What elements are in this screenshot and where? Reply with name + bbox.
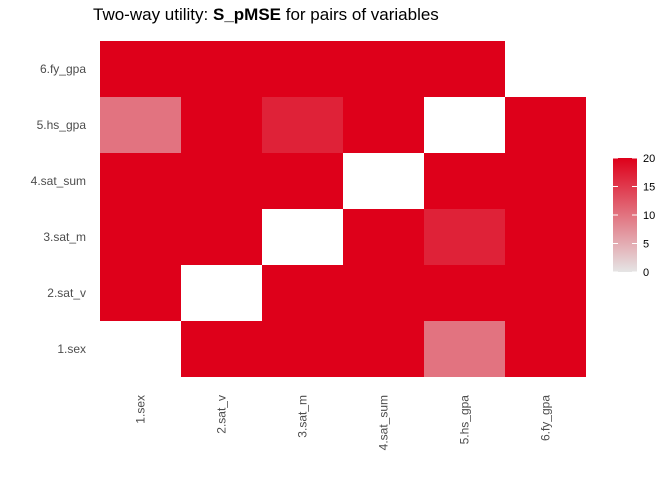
heatmap-cell-5.hs_gpa-6.fy_gpa — [424, 41, 505, 97]
y-axis-ticks: 1.sex 2.sat_v 3.sat_m 4.sat_sum 5.hs_gpa 6.fy… — [31, 62, 87, 356]
x-axis-ticks: 1.sex 2.sat_v 3.sat_m 4.sat_sum 5.hs_gpa 6.fy… — [134, 395, 553, 451]
x-tick-label: 1.sex — [134, 395, 148, 424]
heatmap-cell-4.sat_sum-6.fy_gpa — [343, 41, 424, 97]
legend-tick-label: 10 — [643, 210, 655, 222]
heatmap-cell-1.sex-4.sat_sum — [100, 153, 181, 209]
heatmap-cell-3.sat_m-6.fy_gpa — [262, 41, 343, 97]
x-tick-label: 3.sat_m — [296, 395, 310, 438]
y-tick-label: 4.sat_sum — [31, 174, 86, 188]
heatmap-cell-1.sex-2.sat_v — [100, 265, 181, 321]
heatmap-cell-6.fy_gpa-4.sat_sum — [505, 153, 586, 209]
heatmap-cell-5.hs_gpa-3.sat_m — [424, 209, 505, 265]
heatmap-cell-5.hs_gpa-4.sat_sum — [424, 153, 505, 209]
heatmap-cell-6.fy_gpa-2.sat_v — [505, 265, 586, 321]
y-tick-label: 1.sex — [57, 342, 86, 356]
legend-tick-label: 15 — [643, 182, 655, 194]
heatmap-cell-2.sat_v-4.sat_sum — [181, 153, 262, 209]
y-tick-label: 6.fy_gpa — [40, 62, 86, 76]
title-bold: S_pMSE — [212, 5, 282, 24]
title-suffix: for pairs of variables — [281, 5, 439, 24]
heatmap-cells — [100, 41, 586, 377]
heatmap-cell-2.sat_v-1.sex — [181, 321, 262, 377]
heatmap-cell-4.sat_sum-5.hs_gpa — [343, 97, 424, 153]
heatmap-cell-2.sat_v-6.fy_gpa — [181, 41, 262, 97]
x-tick-label: 2.sat_v — [215, 395, 229, 434]
heatmap-cell-5.hs_gpa-1.sex — [424, 321, 505, 377]
heatmap-cell-3.sat_m-4.sat_sum — [262, 153, 343, 209]
color-legend: 0 5 10 15 20 — [613, 153, 655, 279]
y-tick-label: 3.sat_m — [43, 230, 86, 244]
heatmap-cell-6.fy_gpa-3.sat_m — [505, 209, 586, 265]
chart-title: Two-way utility: S_pMSE for pairs of var… — [93, 5, 439, 25]
heatmap-cell-3.sat_m-5.hs_gpa — [262, 97, 343, 153]
legend-tick-label: 20 — [643, 153, 655, 165]
y-tick-label: 5.hs_gpa — [37, 118, 87, 132]
y-tick-label: 2.sat_v — [47, 286, 86, 300]
heatmap-cell-1.sex-3.sat_m — [100, 209, 181, 265]
heatmap-cell-3.sat_m-1.sex — [262, 321, 343, 377]
x-tick-label: 4.sat_sum — [377, 395, 391, 450]
heatmap-cell-6.fy_gpa-5.hs_gpa — [505, 97, 586, 153]
heatmap-cell-2.sat_v-3.sat_m — [181, 209, 262, 265]
legend-tick-label: 0 — [643, 267, 649, 279]
heatmap-cell-4.sat_sum-1.sex — [343, 321, 424, 377]
heatmap-cell-6.fy_gpa-1.sex — [505, 321, 586, 377]
heatmap-cell-2.sat_v-5.hs_gpa — [181, 97, 262, 153]
x-tick-label: 6.fy_gpa — [539, 395, 553, 441]
heatmap-cell-4.sat_sum-3.sat_m — [343, 209, 424, 265]
heatmap-cell-4.sat_sum-2.sat_v — [343, 265, 424, 321]
heatmap-cell-1.sex-5.hs_gpa — [100, 97, 181, 153]
heatmap-cell-1.sex-6.fy_gpa — [100, 41, 181, 97]
heatmap-cell-5.hs_gpa-2.sat_v — [424, 265, 505, 321]
title-prefix: Two-way utility: — [93, 5, 213, 24]
legend-tick-label: 5 — [643, 239, 649, 251]
heatmap-cell-3.sat_m-2.sat_v — [262, 265, 343, 321]
x-tick-label: 5.hs_gpa — [458, 395, 472, 445]
